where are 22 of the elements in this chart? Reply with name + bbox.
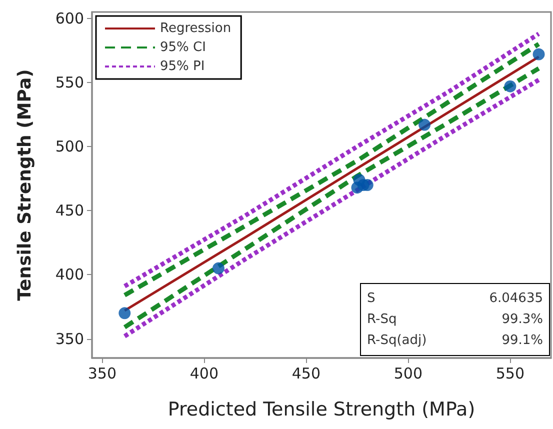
x-tick-label: 450	[292, 364, 321, 382]
y-tick-label: 450	[55, 202, 84, 220]
annotation: S	[367, 290, 376, 308]
y-tick-label: 600	[55, 9, 84, 28]
x-tick-label: 500	[394, 364, 423, 382]
annotation: R-Sq	[367, 311, 397, 329]
y-tick-label: 350	[55, 330, 84, 348]
y-axis-title: Tensile Strength (MPa)	[14, 69, 36, 301]
annotation: 99.1%	[502, 332, 543, 350]
legend-label: 95% CI	[160, 40, 206, 55]
x-axis-title: Predicted Tensile Strength (MPa)	[168, 398, 476, 420]
y-tick-label: 550	[55, 73, 84, 92]
legend-label: Regression	[160, 21, 232, 36]
annotation: 99.3%	[502, 311, 543, 329]
x-tick-label: 350	[88, 364, 117, 382]
y-tick-label: 500	[55, 138, 84, 156]
y-tick-label: 400	[55, 266, 84, 284]
x-tick-label: 550	[496, 364, 525, 382]
annotation: R-Sq(adj)	[367, 332, 427, 350]
annotation: 6.04635	[489, 290, 543, 308]
x-tick-label: 400	[190, 364, 219, 382]
legend-label: 95% PI	[160, 59, 205, 74]
